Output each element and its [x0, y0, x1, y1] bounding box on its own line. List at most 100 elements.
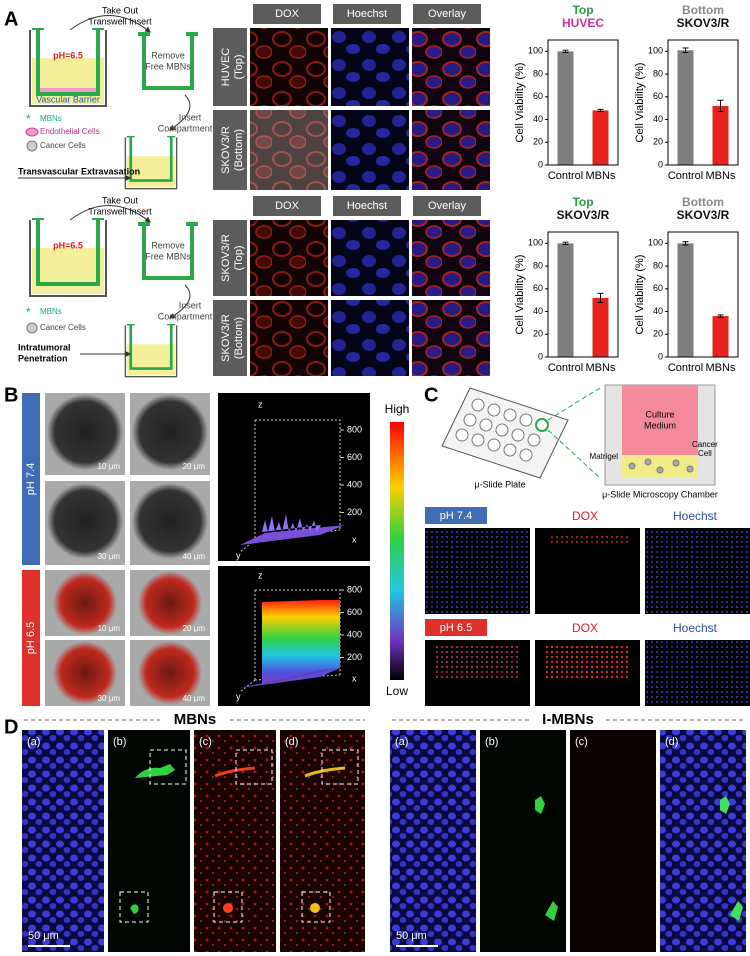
image: [194, 730, 276, 952]
depth-label: 40 μm: [183, 552, 206, 561]
row-label: SKOV3/R: [220, 234, 232, 282]
label: Transwell Insert: [88, 206, 152, 216]
ph-label: pH=6.5: [53, 240, 83, 250]
condition-label: pH 7.4: [25, 463, 37, 495]
label: Medium: [644, 420, 676, 430]
well: [123, 324, 179, 378]
scale-label: 50 μm: [28, 930, 59, 942]
image: [645, 528, 750, 614]
depth-label: 10 μm: [98, 624, 121, 633]
image: [412, 110, 490, 190]
row-header: [213, 220, 247, 296]
cells: [628, 458, 694, 474]
surface-peaks: [262, 514, 321, 532]
y-tick-label: 80: [653, 68, 663, 78]
label: Take Out: [102, 195, 139, 205]
z-tick-label: 800: [347, 424, 362, 434]
signal: [545, 646, 630, 680]
signal: [720, 796, 743, 921]
well: [123, 136, 179, 190]
x-tick-label: Control: [548, 362, 583, 374]
bar: [557, 51, 574, 166]
well: [28, 218, 108, 298]
panel-label: A: [4, 8, 18, 30]
medium: [622, 385, 698, 455]
x-tick-label: MBNs: [586, 362, 616, 374]
condition-label: pH 6.5: [25, 622, 37, 654]
row-label: (Top): [233, 54, 245, 79]
y-tick-label: 100: [648, 238, 663, 248]
label: μ-Slide Plate: [474, 479, 525, 489]
legend-label: Cancer Cells: [40, 141, 86, 150]
label: Free MBNs: [145, 61, 191, 71]
chart-title: SKOV3/R: [557, 208, 610, 222]
subpanel-label: (c): [575, 736, 588, 748]
label: μ-Slide Microscopy Chamber: [602, 489, 718, 499]
z-ticks: 200 400 600 800 200 400 600 800: [340, 424, 362, 662]
label: Insert: [179, 112, 202, 122]
x-tick-label: MBNs: [706, 362, 736, 374]
column-label: Overlay: [428, 200, 466, 212]
legend-label: Cancer Cells: [40, 323, 86, 332]
chart-title: SKOV3/R: [677, 208, 730, 222]
z-tick-label: 200: [347, 652, 362, 662]
panel-label: D: [4, 716, 18, 738]
column-label: DOX: [275, 200, 300, 212]
bar: [557, 243, 574, 357]
subpanel-label: (b): [485, 736, 498, 748]
condition-bar: [22, 570, 40, 706]
label: Transvascular Extravasation: [18, 166, 140, 176]
legend-label: MBNs: [40, 307, 62, 316]
x-tick-label: MBNs: [706, 170, 736, 182]
condition-label: pH 6.5: [440, 622, 472, 634]
image: [250, 300, 328, 376]
channel-label: Hoechst: [673, 621, 718, 635]
image: [250, 110, 328, 190]
bar: [677, 50, 694, 165]
arrow: [168, 284, 191, 319]
arrow: [169, 94, 191, 131]
bar: [592, 297, 609, 357]
channel-label: Hoechst: [673, 509, 718, 523]
image: [660, 730, 746, 952]
subpanel-label: (d): [285, 736, 298, 748]
x-tick-label: Control: [548, 170, 583, 182]
matrigel: [622, 455, 698, 477]
bar: [712, 105, 729, 165]
label: Take Out: [102, 5, 139, 15]
y-tick-label: 80: [533, 68, 543, 78]
chart-title: Bottom: [682, 3, 724, 17]
label: Penetration: [18, 353, 68, 363]
column-label: DOX: [275, 8, 300, 20]
y-tick-label: 40: [653, 306, 663, 316]
subpanel-label: (a): [27, 736, 40, 748]
y-axis-label: Cell Viability (%): [634, 63, 646, 143]
signal: [435, 646, 520, 680]
y-tick-label: 60: [653, 91, 663, 101]
group-label: I-MBNs: [542, 711, 594, 728]
image: [331, 28, 409, 106]
y-axis-label: Cell Viability (%): [634, 255, 646, 335]
label: Compartment: [158, 123, 213, 133]
panel-label: B: [4, 384, 18, 406]
column-header: [253, 196, 321, 216]
colorbar-label: Low: [386, 684, 408, 698]
bar: [592, 110, 609, 165]
image: [331, 220, 409, 296]
condition-box: [425, 507, 487, 524]
depth-label: 10 μm: [98, 462, 121, 471]
column-label: Hoechst: [347, 200, 387, 212]
image: [390, 730, 476, 952]
label: Insert: [179, 300, 202, 310]
spheroid: [53, 641, 117, 705]
y-tick-label: 60: [533, 283, 543, 293]
depth-label: 40 μm: [183, 694, 206, 703]
image: [645, 640, 750, 706]
signal: [310, 903, 320, 913]
row-label: SKOV3/R: [220, 126, 232, 174]
condition-bar: [22, 393, 40, 565]
microscopy-grid: DOX Hoechst Overlay HUVEC (Top) SKOV3/R …: [213, 4, 490, 376]
legend-label: MBNs: [40, 114, 62, 123]
mbn-icon: *: [26, 112, 31, 126]
